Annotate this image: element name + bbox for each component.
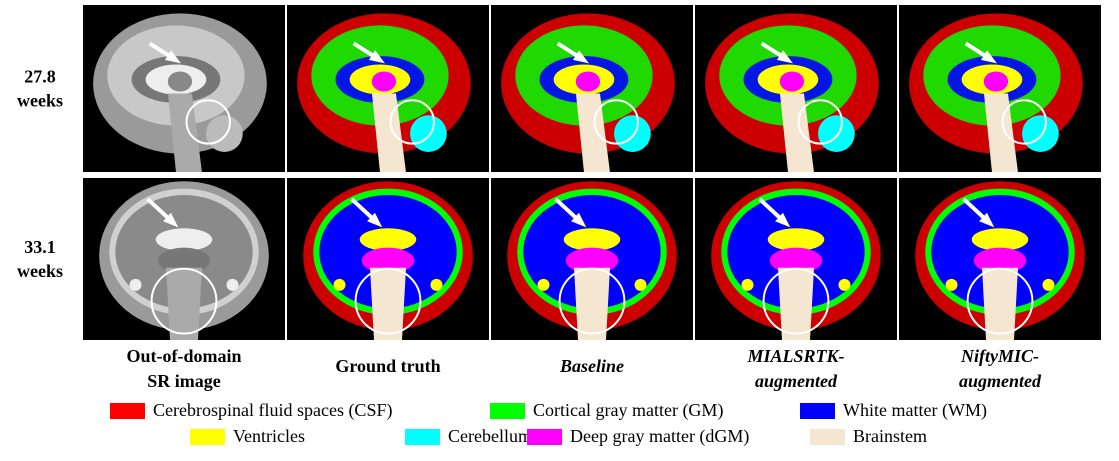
ventricle-right xyxy=(226,279,238,291)
column-label: SR image xyxy=(147,371,221,391)
row-label: 27.8 xyxy=(24,67,56,87)
ventricle xyxy=(360,228,417,251)
deep-gray xyxy=(780,71,804,91)
ventricle-right xyxy=(430,279,442,291)
cerebellum xyxy=(818,115,855,152)
legend-swatch xyxy=(527,429,562,445)
image-panel xyxy=(695,5,897,172)
image-panel xyxy=(83,178,285,340)
image-panel xyxy=(491,5,693,172)
row-label: weeks xyxy=(17,91,63,111)
cerebellum xyxy=(410,115,447,152)
legend-label: Deep gray matter (dGM) xyxy=(570,426,749,447)
deep-gray xyxy=(372,71,396,91)
ventricle xyxy=(564,228,621,251)
legend-swatch xyxy=(190,429,225,445)
ventricle-right xyxy=(838,279,850,291)
image-panel xyxy=(287,5,489,172)
image-panel xyxy=(491,178,693,340)
cerebellum xyxy=(206,115,243,152)
column-label: NiftyMIC- xyxy=(960,346,1039,366)
ventricle-left xyxy=(742,279,754,291)
brainstem xyxy=(574,268,610,340)
image-panel xyxy=(287,178,489,340)
image-panel xyxy=(83,5,285,172)
legend-swatch xyxy=(405,429,440,445)
image-panel xyxy=(695,178,897,340)
image-panel xyxy=(899,5,1101,172)
row-label: weeks xyxy=(17,261,63,281)
legend-label: Cerebrospinal fluid spaces (CSF) xyxy=(153,400,392,421)
ventricle xyxy=(156,228,213,251)
column-label: Baseline xyxy=(559,356,624,376)
legend-label: Ventricles xyxy=(233,426,305,446)
column-label: augmented xyxy=(959,371,1042,391)
ventricle-left xyxy=(538,279,550,291)
legend-swatch xyxy=(810,429,845,445)
brainstem xyxy=(778,268,814,340)
ventricle xyxy=(972,228,1029,251)
brainstem xyxy=(166,268,202,340)
image-panel xyxy=(899,178,1101,340)
ventricle-right xyxy=(1042,279,1054,291)
cerebellum xyxy=(614,115,651,152)
column-label: augmented xyxy=(755,371,838,391)
brainstem xyxy=(370,268,406,340)
ventricle-left xyxy=(130,279,142,291)
ventricle xyxy=(768,228,825,251)
column-label: MIALSRTK- xyxy=(746,346,844,366)
legend-swatch xyxy=(110,403,145,419)
legend-swatch xyxy=(490,403,525,419)
column-label: Ground truth xyxy=(335,356,440,376)
ventricle-left xyxy=(946,279,958,291)
brainstem xyxy=(982,268,1018,340)
row-label: 33.1 xyxy=(24,237,56,257)
deep-gray xyxy=(984,71,1008,91)
legend-label: Brainstem xyxy=(853,426,927,446)
legend-swatch xyxy=(800,403,835,419)
deep-gray xyxy=(576,71,600,91)
ventricle-right xyxy=(634,279,646,291)
legend-label: Cortical gray matter (GM) xyxy=(533,400,723,421)
column-label: Out-of-domain xyxy=(126,346,241,366)
deep-gray xyxy=(168,71,192,91)
legend-label: White matter (WM) xyxy=(843,400,987,421)
figure: 27.8 weeks 33.1 weeks Out-of-domain SR image G… xyxy=(0,0,1119,456)
legend-label: Cerebellum xyxy=(448,426,532,446)
ventricle-left xyxy=(334,279,346,291)
cerebellum xyxy=(1022,115,1059,152)
